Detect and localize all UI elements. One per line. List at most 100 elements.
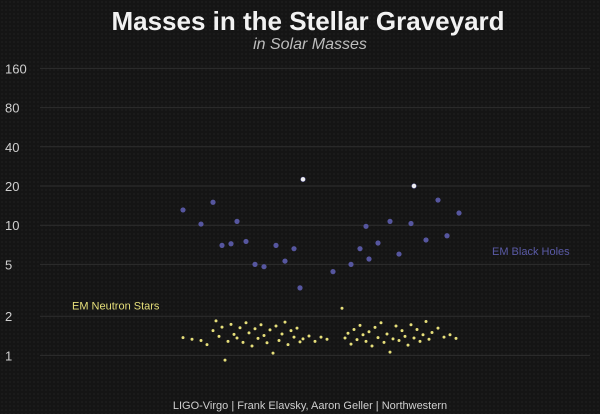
neutron-star-point [283,320,287,324]
neutron-star-point [340,306,344,310]
y-tick-label: 1 [5,348,12,363]
y-tick-label: 40 [5,140,19,155]
neutron-star-point [217,334,221,338]
neutron-star-point [301,337,305,341]
neutron-star-point [274,324,278,328]
y-axis-ticks: 1 2 5 10 20 40 80 160 [5,61,27,363]
y-tick-label: 5 [5,257,12,272]
black-hole-point [180,207,186,213]
neutron-star-point [403,334,407,338]
neutron-star-point [235,336,239,340]
y-tick-label: 2 [5,309,12,324]
neutron-star-point [238,326,242,330]
neutron-star-point [319,335,323,339]
black-hole-point [363,223,369,229]
black-hole-point [357,246,363,252]
neutron-star-point [364,339,368,343]
neutron-star-point [190,337,194,341]
neutron-star-point [277,339,281,343]
neutron-star-point [226,339,230,343]
neutron-star-point [241,340,245,344]
black-hole-point [273,242,279,248]
neutron-star-point [409,323,413,327]
neutron-star-point [229,322,233,326]
black-hole-point [234,218,240,224]
black-hole-point [348,261,354,267]
neutron-star-point [343,336,347,340]
neutron-star-point [430,330,434,334]
neutron-star-point [400,329,404,333]
neutron-star-point [211,329,215,333]
neutron-star-point [388,350,392,354]
neutron-star-point [205,343,209,347]
neutron-star-point [268,328,272,332]
neutron-star-point [181,336,185,340]
neutron-star-point [382,340,386,344]
neutron-star-point [250,344,254,348]
neutron-star-point [298,340,302,344]
neutron-star-point [361,333,365,337]
y-tick-label: 10 [5,218,19,233]
neutron-star-point [424,320,428,324]
neutron-star-point [376,336,380,340]
neutron-star-point [415,328,419,332]
neutron-star-point [397,339,401,343]
neutron-star-point [262,334,266,338]
black-hole-point [366,256,372,262]
neutron-star-point [271,351,275,355]
black-hole-point [252,261,258,267]
neutron-star-point [370,344,374,348]
y-tick-label: 160 [5,61,27,76]
neutron-star-point [286,343,290,347]
black-hole-point [228,241,234,247]
neutron-star-point [346,331,350,335]
grid-layer [40,67,590,356]
black-hole-point [198,221,204,227]
neutron-star-point [247,331,251,335]
neutron-star-point [292,335,296,339]
neutron-star-point [394,324,398,328]
neutron-star-point [232,332,236,336]
black-hole-point [243,238,249,245]
neutron-star-point [295,326,299,330]
black-hole-point [423,237,429,243]
neutron-star-point [418,339,422,343]
neutron-star-point [391,337,395,341]
chart-title: Masses in the Stellar Graveyard [111,6,504,36]
black-hole-point [444,233,450,239]
neutron-star-point [406,343,410,347]
black-hole-point [456,210,462,216]
neutron-star-point [220,325,224,329]
black-hole-point [219,242,225,248]
neutron-star-point [427,337,431,341]
neutron-star-point [253,327,257,331]
black-hole-point [330,269,336,275]
merger-remnant-point [411,183,417,189]
neutron-star-point [256,336,260,340]
annotation-label: EM Neutron Stars [72,301,160,313]
neutron-star-point [244,321,248,325]
neutron-star-point [223,358,227,362]
neutron-star-point [214,319,218,323]
neutron-star-point [373,325,377,329]
neutron-star-point [355,338,359,342]
neutron-star-point [358,323,362,327]
neutron-star-point [412,336,416,340]
neutron-star-point [289,329,293,333]
neutron-star-point [385,332,389,336]
neutron-star-point [442,335,446,339]
black-hole-point [291,246,297,252]
neutron-star-point [280,332,284,336]
chart-credit: LIGO-Virgo | Frank Elavsky, Aaron Geller… [173,400,447,412]
black-hole-point [435,197,441,203]
black-hole-point [261,264,267,270]
neutron-star-point [454,336,458,340]
neutron-star-point [265,341,269,345]
black-hole-point [282,258,288,264]
chart-subtitle: in Solar Masses [253,36,367,53]
neutron-star-point [436,326,440,330]
black-hole-point [297,285,303,291]
neutron-star-point [259,323,263,327]
